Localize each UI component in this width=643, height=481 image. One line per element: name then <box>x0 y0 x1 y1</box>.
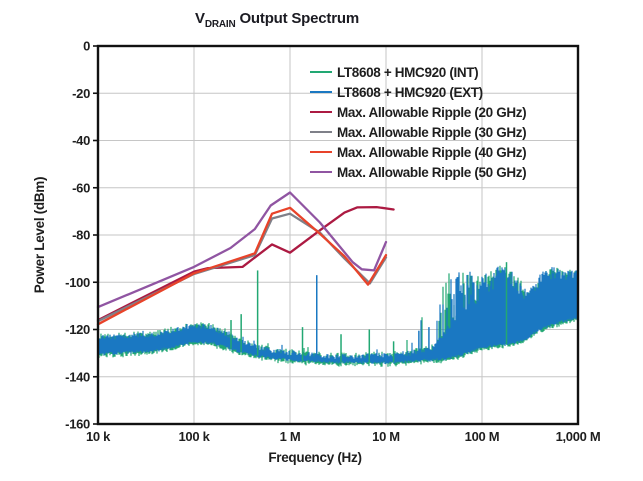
x-tick-label: 10 M <box>372 429 400 444</box>
x-tick-label: 100 M <box>465 429 500 444</box>
legend-label: LT8608 + HMC920 (INT) <box>337 64 479 80</box>
legend-row: LT8608 + HMC920 (INT) <box>310 62 526 82</box>
x-tick-label: 1,000 M <box>556 429 601 444</box>
legend-row: Max. Allowable Ripple (40 GHz) <box>310 142 527 162</box>
y-tick-label: -80 <box>72 228 90 243</box>
y-tick-label: -60 <box>72 180 90 195</box>
legend-swatch <box>310 111 332 113</box>
chart-title-prefix: V <box>195 10 205 27</box>
y-tick-label: -140 <box>65 369 90 384</box>
y-axis-label: Power Level (dBm) <box>32 177 47 293</box>
x-tick-label: 1 M <box>280 429 301 444</box>
legend-row: Max. Allowable Ripple (20 GHz) <box>310 102 527 122</box>
legend-label: Max. Allowable Ripple (30 GHz) <box>337 124 527 140</box>
legend-swatch <box>310 71 332 73</box>
legend-row: Max. Allowable Ripple (50 GHz) <box>310 162 527 182</box>
legend-swatch <box>310 171 332 173</box>
legend-swatch <box>310 91 332 93</box>
legend-row: Max. Allowable Ripple (30 GHz) <box>310 122 527 142</box>
y-tick-label: 0 <box>83 39 90 54</box>
legend-row: LT8608 + HMC920 (EXT) <box>310 82 526 102</box>
y-tick-label: -120 <box>65 322 90 337</box>
y-tick-label: -160 <box>65 417 90 432</box>
legend-label: Max. Allowable Ripple (20 GHz) <box>337 104 527 120</box>
ripple-line-50ghz <box>96 191 388 309</box>
legend-label: Max. Allowable Ripple (50 GHz) <box>337 164 527 180</box>
ripple-line-40ghz <box>96 206 388 326</box>
x-axis-label: Frequency (Hz) <box>268 450 361 465</box>
y-tick-label: -40 <box>72 133 90 148</box>
chart-title: VDRAIN Output Spectrum <box>0 10 554 30</box>
chart-title-rest: Output Spectrum <box>239 10 359 27</box>
x-tick-label: 100 k <box>178 429 210 444</box>
legend-swatch <box>310 131 332 133</box>
legend-swatch <box>310 151 332 153</box>
x-tick-label: 10 k <box>86 429 111 444</box>
legend-label: LT8608 + HMC920 (EXT) <box>337 84 483 100</box>
y-tick-label: -100 <box>65 275 90 290</box>
legend: LT8608 + HMC920 (INT) LT8608 + HMC920 (EX… <box>310 62 527 182</box>
y-tick-label: -20 <box>72 86 90 101</box>
legend-label: Max. Allowable Ripple (40 GHz) <box>337 144 527 160</box>
chart-title-subscript: DRAIN <box>204 19 236 30</box>
